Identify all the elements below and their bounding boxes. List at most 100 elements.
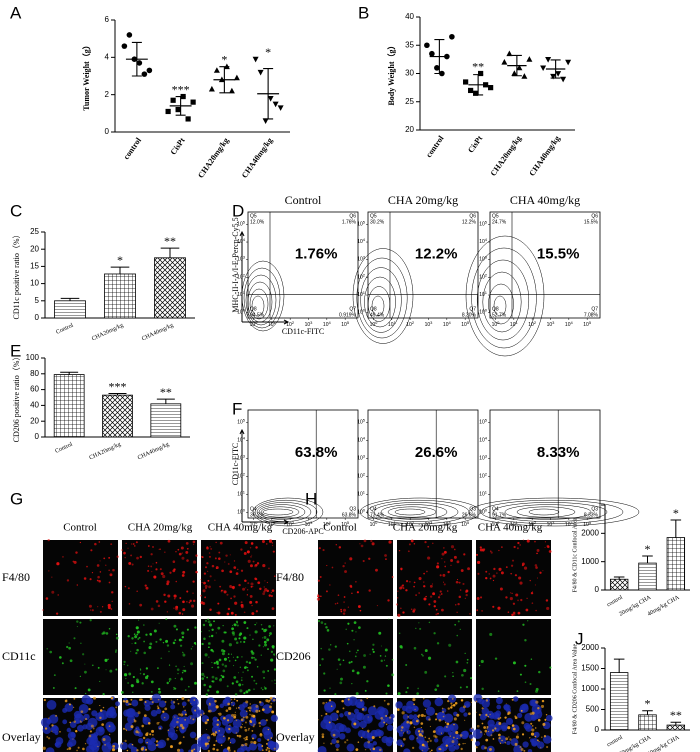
signal [372, 643, 375, 646]
signal [247, 729, 250, 731]
signal [98, 541, 101, 543]
signal [351, 592, 353, 594]
quadrant-percent: 52.7% [492, 312, 507, 318]
signal [245, 690, 249, 694]
x-tick-label: 103 [305, 320, 314, 328]
signal [262, 563, 266, 568]
signal [452, 675, 454, 678]
panel-letter: C [10, 201, 22, 220]
signal [416, 692, 420, 695]
tick-base: 10 [479, 257, 485, 263]
signal [517, 733, 519, 735]
nucleus [270, 714, 278, 722]
quadrant-name: Q4 [370, 506, 377, 512]
signal [231, 701, 233, 704]
contour [356, 257, 408, 339]
signal [368, 557, 371, 560]
signal [125, 677, 127, 680]
tick-base: 10 [237, 510, 243, 516]
signal [517, 541, 520, 545]
signal [534, 584, 536, 586]
quadrant-percent: 91.7% [492, 512, 507, 518]
x-tick-label: 100 [492, 520, 501, 528]
nucleus [232, 718, 242, 728]
nucleus [131, 699, 139, 707]
signal [522, 539, 524, 541]
nucleus [224, 714, 234, 724]
y-tick-label: 0 [35, 432, 40, 441]
significance: * [645, 542, 651, 556]
signal [264, 580, 266, 582]
signal [251, 554, 253, 556]
nucleus [324, 702, 335, 713]
signal [45, 597, 49, 600]
signal [238, 583, 241, 587]
nucleus [87, 717, 98, 728]
signal [252, 737, 254, 740]
signal [206, 546, 209, 549]
signal [178, 713, 181, 716]
signal [233, 560, 236, 562]
signal [426, 740, 429, 743]
signal [453, 555, 457, 559]
signal [145, 733, 149, 737]
signal [238, 637, 241, 640]
signal [236, 707, 238, 709]
signal [321, 657, 324, 661]
signal [268, 699, 271, 702]
signal [330, 644, 332, 646]
signal [207, 642, 211, 645]
point [521, 73, 528, 79]
signal [514, 742, 518, 746]
signal [529, 737, 531, 739]
nucleus [442, 735, 451, 745]
signal [217, 602, 220, 605]
signal [108, 581, 111, 584]
nucleus [257, 737, 262, 742]
signal [398, 550, 401, 552]
signal [157, 707, 160, 710]
quadrant-name: Q6 [349, 213, 356, 219]
signal [123, 663, 125, 666]
signal [496, 572, 498, 574]
signal [340, 610, 343, 613]
tick-exponent: 5 [589, 320, 592, 325]
x-tick-label: CHA40mg/kg [137, 442, 170, 462]
contour [258, 504, 306, 520]
y-tick-label: 2 [105, 90, 110, 99]
signal [132, 691, 134, 693]
signal [460, 569, 464, 572]
signal [475, 746, 478, 749]
signal [340, 608, 343, 611]
nucleus [48, 714, 59, 724]
quadrant-percent: 63.8% [342, 512, 357, 518]
signal [437, 612, 439, 615]
signal [254, 630, 258, 634]
signal [252, 560, 255, 563]
signal [320, 595, 322, 598]
signal [240, 601, 243, 604]
signal [85, 718, 87, 720]
nucleus [101, 735, 112, 745]
signal [76, 626, 78, 628]
contour [471, 247, 537, 349]
signal [515, 735, 519, 739]
signal [205, 745, 207, 747]
signal [433, 734, 437, 738]
signal [206, 718, 210, 722]
signal [251, 675, 254, 678]
signal [55, 714, 58, 717]
signal [395, 603, 399, 606]
signal [69, 703, 71, 706]
point [277, 105, 284, 111]
signal [469, 677, 473, 680]
quadrant-name: Q5 [492, 213, 499, 219]
signal [485, 713, 488, 717]
signal [417, 730, 421, 733]
signal [372, 747, 376, 751]
tick-exponent: 5 [347, 520, 350, 525]
signal [531, 728, 535, 732]
signal [457, 620, 460, 623]
signal [446, 722, 450, 726]
signal [266, 638, 270, 642]
